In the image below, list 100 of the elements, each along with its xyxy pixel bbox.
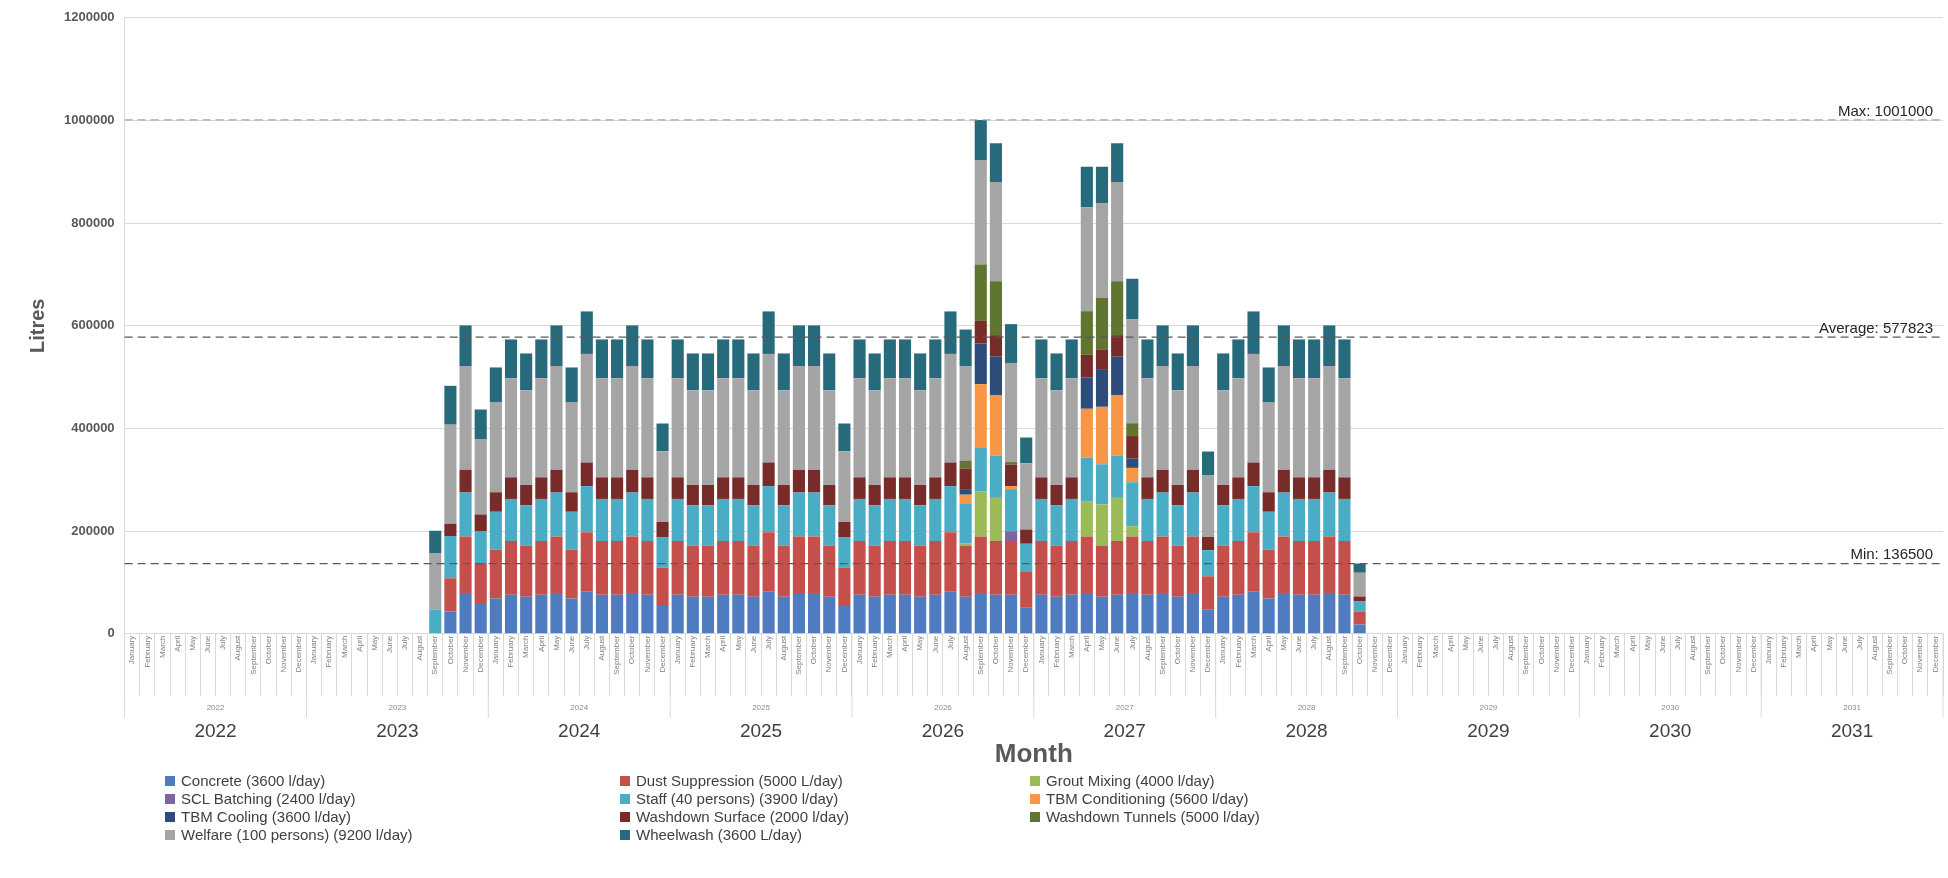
bar [868, 505, 881, 546]
x-tick-label: February [324, 635, 334, 668]
legend-label: Washdown Surface (2000 l/day) [635, 808, 850, 825]
bar [656, 423, 669, 452]
bar [808, 492, 821, 537]
x-tick-label: August [960, 634, 970, 661]
x-tick-label: May [369, 635, 379, 651]
x-tick-label: February [869, 635, 879, 668]
x-tick-label: September [430, 635, 440, 675]
x-tick-label: March [1248, 635, 1258, 658]
bar [1005, 540, 1018, 595]
bar [550, 593, 563, 634]
bar [1202, 576, 1215, 610]
x-tick-label: October [1536, 635, 1546, 665]
bar [732, 477, 745, 499]
x-tick-label: September [975, 635, 985, 675]
bar [1217, 545, 1230, 597]
x-tick-label: October [627, 635, 637, 665]
bar [1080, 166, 1093, 208]
x-tick-label: May [1824, 635, 1834, 651]
text: 2029 [1479, 702, 1498, 712]
bar [686, 505, 699, 546]
bar [959, 366, 972, 461]
x-tick-label: January [1400, 635, 1410, 665]
x-tick-label: August [1142, 634, 1152, 661]
bar [671, 378, 684, 478]
bar [595, 594, 608, 634]
bar [1080, 536, 1093, 594]
bar [717, 339, 730, 379]
bar [1323, 492, 1336, 537]
bar [1308, 339, 1321, 379]
bar [1095, 596, 1109, 634]
bar [717, 378, 730, 478]
bar [929, 540, 942, 595]
bar [595, 540, 608, 595]
bar [520, 390, 533, 485]
x-tick-label: November [1006, 635, 1016, 673]
y-tick-label: 800000 [71, 214, 115, 230]
bar [732, 339, 745, 379]
bar [868, 596, 881, 634]
bar [1277, 536, 1290, 594]
bar [504, 378, 518, 478]
x-tick-label: April [1445, 635, 1455, 652]
bar [1141, 378, 1154, 478]
x-tick-label: March [339, 635, 349, 658]
x-tick-label: December [1203, 635, 1213, 673]
bar [1262, 402, 1275, 493]
bar [1005, 594, 1018, 634]
bar [898, 339, 912, 379]
y-tick-label: 600000 [71, 317, 115, 333]
bar [1005, 489, 1018, 532]
bar [595, 498, 608, 541]
bar [1277, 492, 1290, 537]
bar [444, 536, 457, 579]
bar [1111, 594, 1124, 634]
text: 2026 [921, 719, 965, 741]
bar [626, 469, 639, 493]
bar [944, 486, 957, 533]
bar [762, 486, 775, 533]
bar [565, 367, 578, 403]
x-tick-label: January [309, 635, 319, 665]
bar [883, 477, 896, 499]
bar [1095, 406, 1109, 465]
bar [838, 605, 851, 634]
bar [1005, 462, 1018, 465]
x-tick-label: May [1097, 635, 1107, 651]
bar [1247, 486, 1260, 533]
bar [1232, 339, 1245, 379]
bar [626, 366, 639, 470]
bar [1020, 543, 1033, 572]
bar [989, 182, 1002, 282]
bar [1050, 545, 1063, 597]
bar [429, 552, 442, 610]
bar [1141, 339, 1154, 379]
bar [732, 378, 745, 478]
bar [656, 522, 669, 538]
x-tick-label: March [1430, 635, 1440, 658]
bar [686, 545, 699, 597]
x-tick-label: December [1021, 635, 1031, 673]
bar [1323, 325, 1336, 367]
bar [474, 514, 487, 532]
bar [701, 596, 715, 634]
bar [489, 598, 502, 634]
bar [656, 605, 669, 634]
x-tick-label: December [1566, 635, 1576, 673]
bar [565, 511, 578, 550]
x-tick-label: April [1809, 635, 1819, 652]
bar [1050, 596, 1063, 634]
bar [717, 540, 730, 595]
bar [1005, 464, 1018, 487]
x-tick-label: June [384, 635, 394, 654]
bar [1232, 498, 1245, 541]
bar [914, 545, 927, 597]
bar [868, 390, 881, 485]
bar [535, 339, 548, 379]
bar [777, 390, 790, 485]
bar [1323, 366, 1336, 470]
x-tick-label: September [1521, 635, 1531, 675]
bar [1323, 469, 1336, 493]
x-tick-label: February [1233, 635, 1243, 668]
